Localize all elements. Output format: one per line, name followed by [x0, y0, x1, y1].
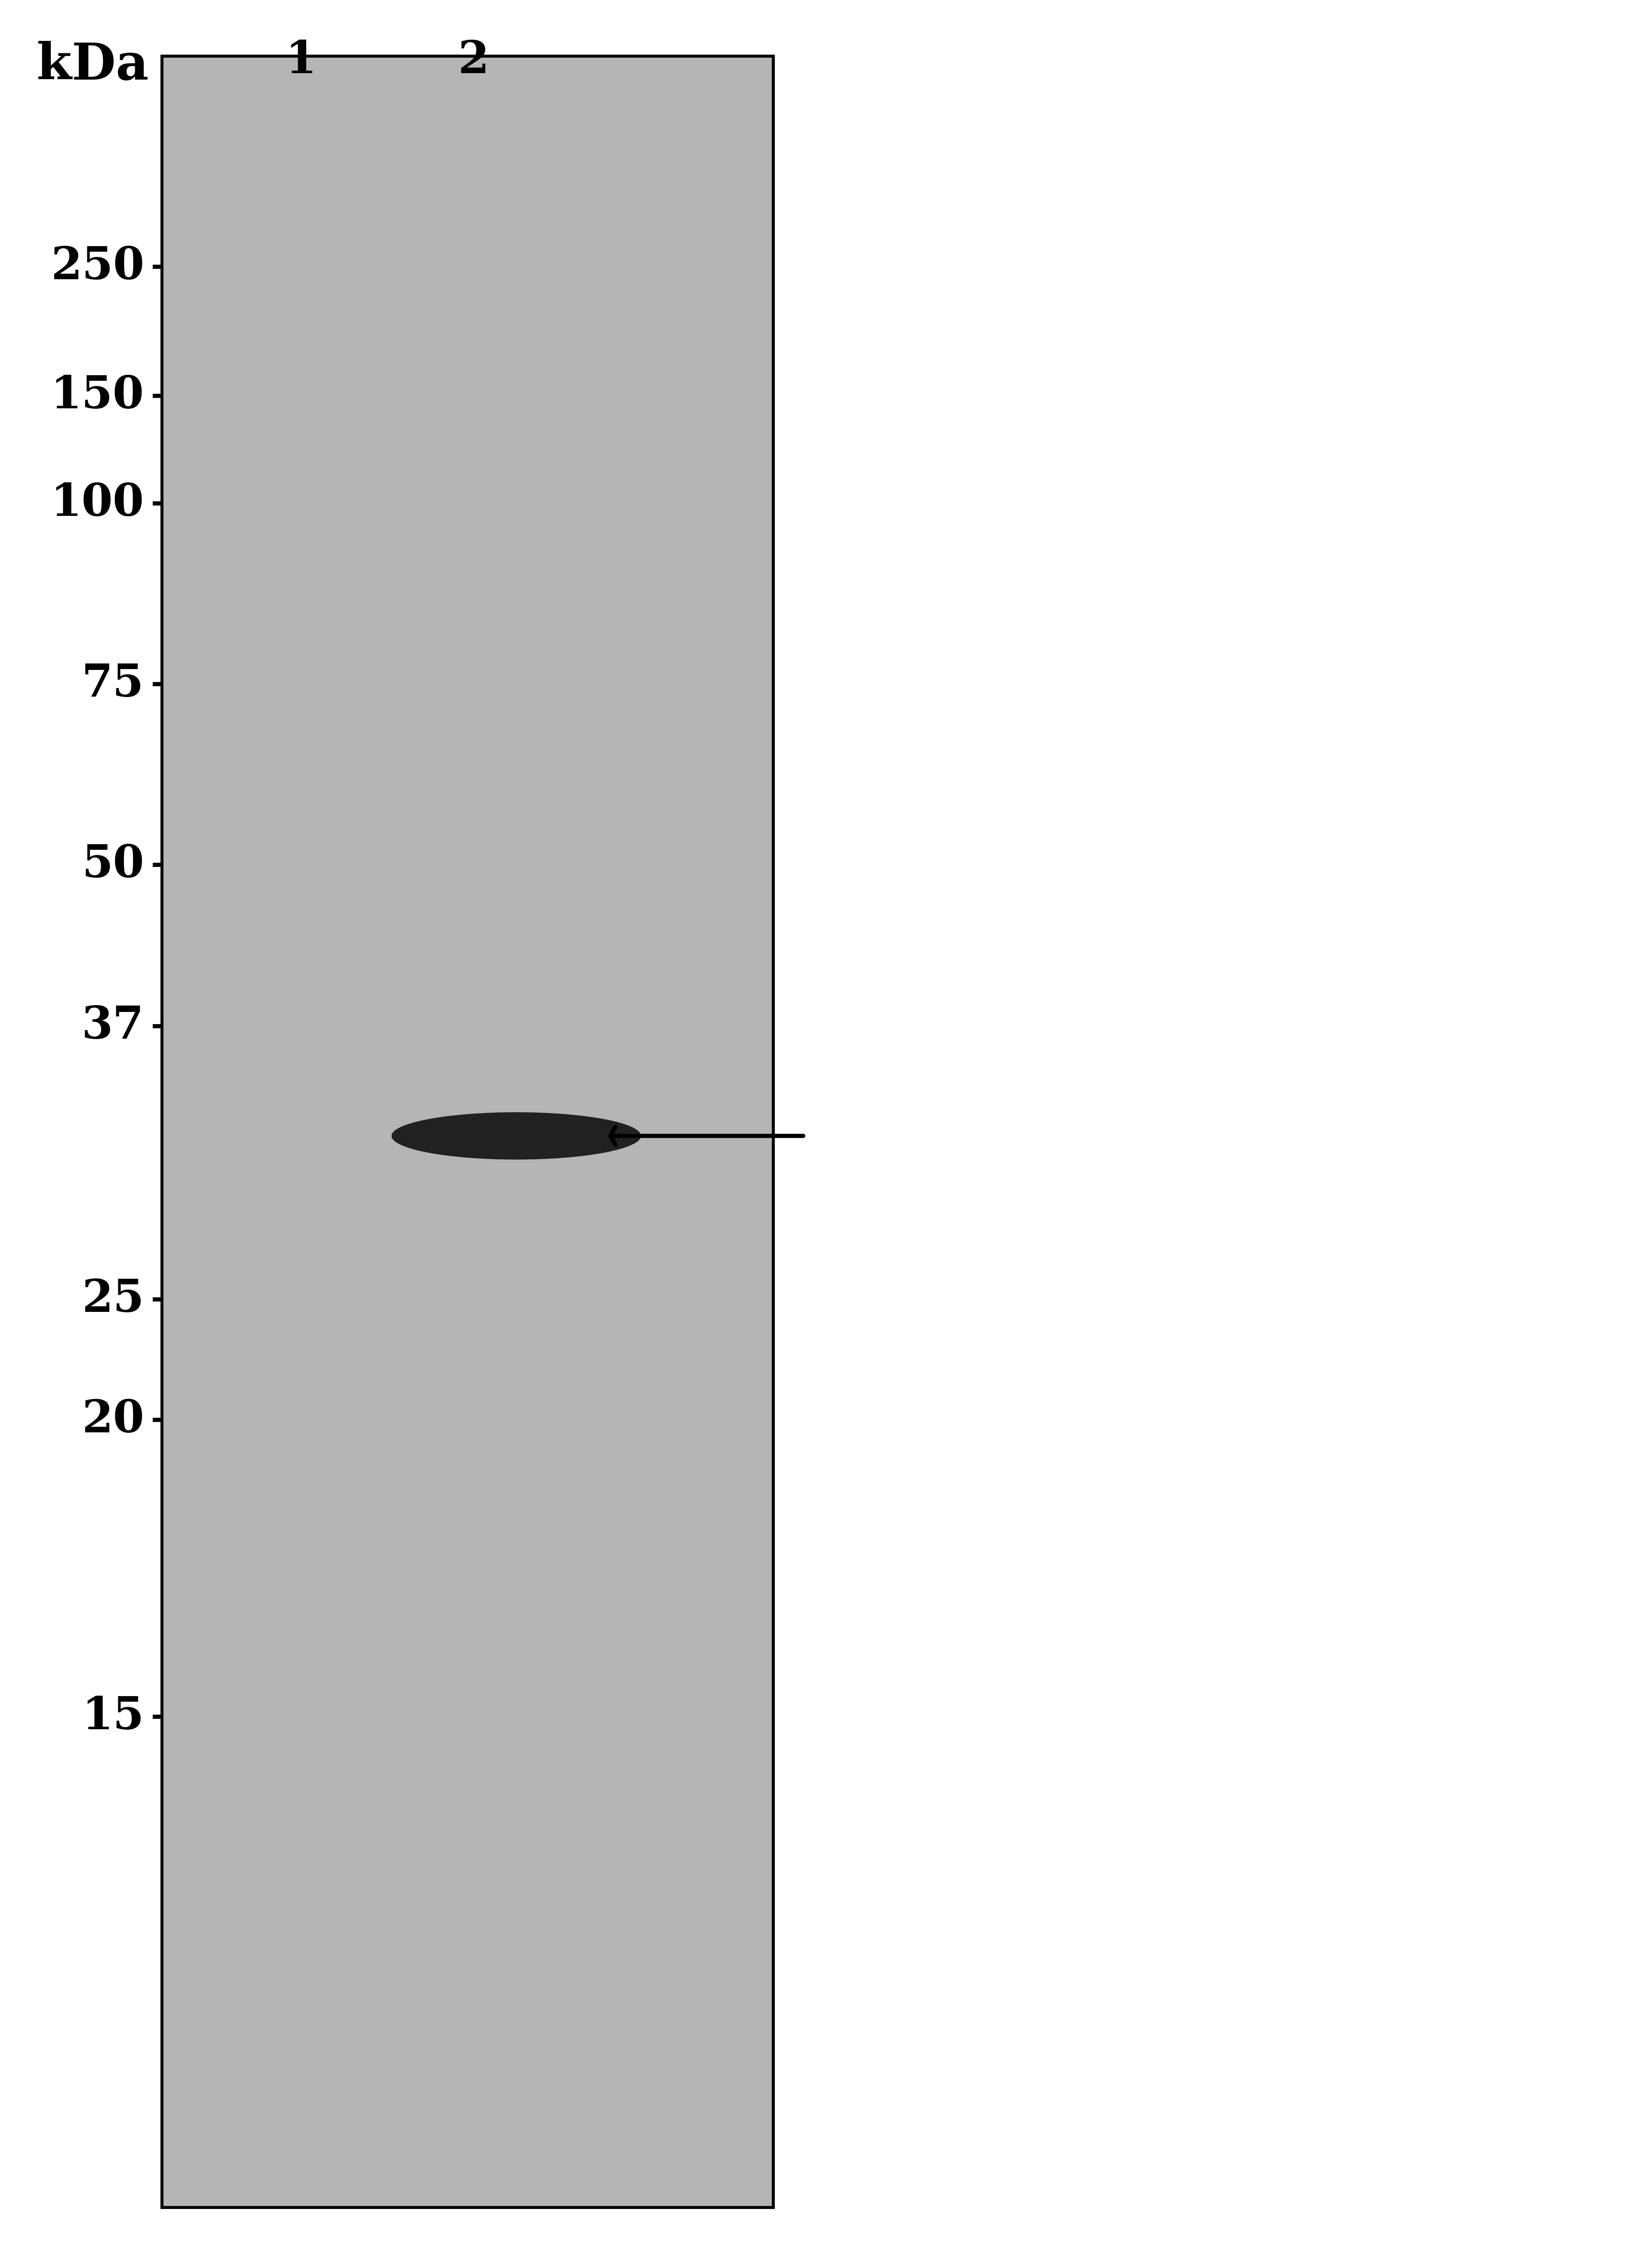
Text: 25: 25 [83, 1277, 144, 1322]
Text: 37: 37 [81, 1004, 144, 1047]
Text: 75: 75 [83, 662, 144, 707]
Text: 2: 2 [458, 38, 489, 83]
Text: 250: 250 [51, 245, 144, 288]
Bar [162, 56, 773, 2207]
Text: kDa: kDa [36, 41, 149, 90]
Text: 1: 1 [286, 38, 317, 83]
Text: 100: 100 [51, 482, 144, 525]
Text: 50: 50 [83, 842, 144, 887]
Text: 15: 15 [83, 1696, 144, 1739]
Text: 150: 150 [51, 374, 144, 419]
Ellipse shape [392, 1112, 641, 1160]
Text: 20: 20 [81, 1398, 144, 1441]
